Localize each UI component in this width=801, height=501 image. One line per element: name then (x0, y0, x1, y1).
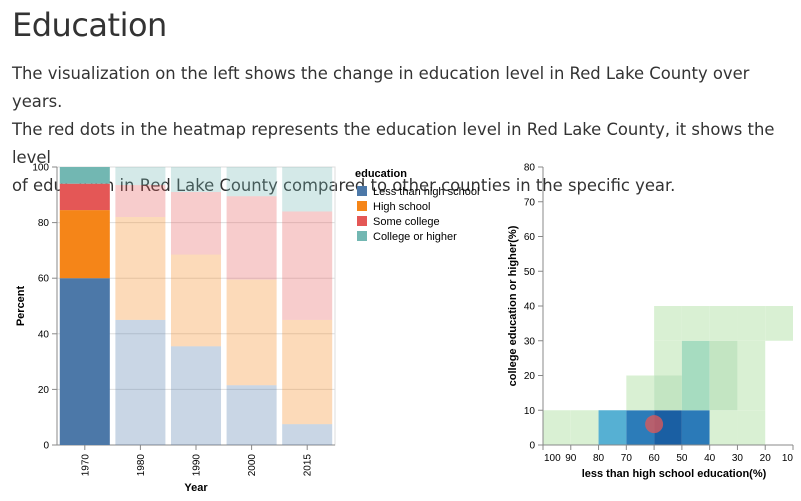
heatmap-cell[interactable] (737, 306, 766, 341)
y-tick-label: 80 (524, 163, 536, 174)
legend-label: College or higher (373, 231, 457, 243)
x-tick-label: 40 (704, 453, 716, 464)
heatmap-cell[interactable] (681, 340, 710, 376)
heatmap-cell[interactable] (737, 375, 766, 411)
legend-swatch (357, 231, 367, 241)
bar-segment[interactable] (282, 424, 333, 445)
bar-segment[interactable] (226, 279, 277, 386)
x-axis-title: Year (184, 482, 208, 494)
heatmap-cell[interactable] (709, 306, 738, 341)
description-line: The red dots in the heatmap represents t… (12, 120, 775, 167)
y-tick-label: 40 (38, 329, 50, 340)
legend: education Less than high school High scho… (355, 168, 479, 243)
bar-segment[interactable] (226, 196, 277, 280)
heatmap-cell[interactable] (709, 375, 738, 411)
x-tick-label: 90 (565, 453, 577, 464)
bar-segment[interactable] (282, 319, 333, 425)
x-tick-label: 1990 (192, 454, 203, 477)
heatmap-cell[interactable] (654, 340, 682, 376)
bar-segment[interactable] (59, 278, 110, 445)
y-tick-label: 10 (524, 406, 536, 417)
heatmap-cell[interactable] (709, 410, 738, 445)
bar-segment[interactable] (226, 167, 277, 197)
y-tick-label: 60 (524, 232, 536, 243)
x-tick-label: 1970 (80, 454, 91, 477)
x-tick-label: 30 (732, 453, 744, 464)
y-tick-label: 0 (43, 441, 49, 452)
x-tick-label: 100 (544, 453, 561, 464)
bar-segment[interactable] (115, 167, 166, 186)
heatmap-cell[interactable] (654, 306, 682, 341)
description-line: of education in Red Lake County compared… (12, 176, 676, 195)
y-axis-title: college education or higher(%) (507, 225, 519, 386)
x-tick-label: 2000 (247, 454, 258, 477)
heatmap-cell[interactable] (737, 340, 766, 376)
bar-segment[interactable] (226, 385, 277, 445)
x-axis-title: less than high school education(%) (582, 468, 767, 480)
legend-swatch (357, 201, 367, 211)
y-tick-label: 50 (524, 267, 536, 278)
y-axis-title: Percent (15, 285, 27, 326)
bar-segment[interactable] (282, 167, 333, 212)
y-tick-label: 20 (38, 385, 50, 396)
legend-swatch (357, 186, 367, 196)
bar-segment[interactable] (170, 192, 222, 255)
heatmap-cell[interactable] (765, 306, 793, 341)
county-point[interactable] (645, 415, 664, 434)
heatmap-chart[interactable]: 0 10 20 30 40 50 60 70 80 100 90 80 70 60 50 40 30 20 10 co… (507, 163, 794, 481)
legend-label: Less than high school (373, 186, 479, 198)
y-tick-label: 0 (529, 441, 535, 452)
heatmap-cell[interactable] (709, 340, 738, 376)
bar-segment[interactable] (170, 167, 222, 193)
legend-label: Some college (373, 216, 440, 228)
heatmap-cell[interactable] (543, 410, 571, 445)
legend-swatch (357, 216, 367, 226)
x-tick-label: 2015 (303, 454, 314, 477)
x-tick-label: 50 (676, 453, 688, 464)
bar-segment[interactable] (115, 185, 166, 218)
bar-segment[interactable] (115, 319, 166, 445)
description-line: The visualization on the left shows the … (12, 64, 750, 111)
heatmap-cell[interactable] (570, 410, 599, 445)
y-tick-label: 100 (32, 163, 49, 174)
heatmap-cell[interactable] (598, 410, 627, 445)
heatmap-cell[interactable] (681, 375, 710, 411)
x-tick-label: 60 (649, 453, 661, 464)
y-tick-label: 20 (524, 371, 536, 382)
y-tick-label: 60 (38, 274, 50, 285)
x-tick-label: 80 (593, 453, 605, 464)
y-tick-label: 40 (524, 302, 536, 313)
y-tick-label: 70 (524, 197, 536, 208)
x-tick-label: 10 (782, 453, 794, 464)
heatmap-cell[interactable] (654, 375, 682, 411)
x-tick-label: 1980 (136, 454, 147, 477)
legend-title: education (355, 168, 407, 180)
x-tick-label: 70 (621, 453, 633, 464)
bar-segment[interactable] (282, 211, 333, 320)
heatmap-cell[interactable] (681, 410, 710, 445)
bar-segment[interactable] (170, 346, 222, 445)
bar-segment[interactable] (115, 217, 166, 320)
page-description: The visualization on the left shows the … (12, 60, 797, 200)
bar-segment[interactable] (59, 183, 110, 211)
y-tick-label: 80 (38, 218, 50, 229)
x-tick-label: 20 (760, 453, 772, 464)
stacked-bar-chart[interactable]: 0 20 40 60 80 100 1970 1980 1990 2000 2015 Percent Y… (15, 163, 336, 495)
y-tick-label: 30 (524, 336, 536, 347)
legend-label: High school (373, 201, 430, 213)
page-title: Education (12, 6, 167, 44)
heatmap-cell[interactable] (737, 410, 766, 445)
bar-segment[interactable] (59, 167, 110, 184)
heatmap-cell[interactable] (626, 375, 655, 411)
heatmap-cell[interactable] (681, 306, 710, 341)
bar-segment[interactable] (59, 210, 110, 279)
bar-segment[interactable] (170, 254, 222, 347)
